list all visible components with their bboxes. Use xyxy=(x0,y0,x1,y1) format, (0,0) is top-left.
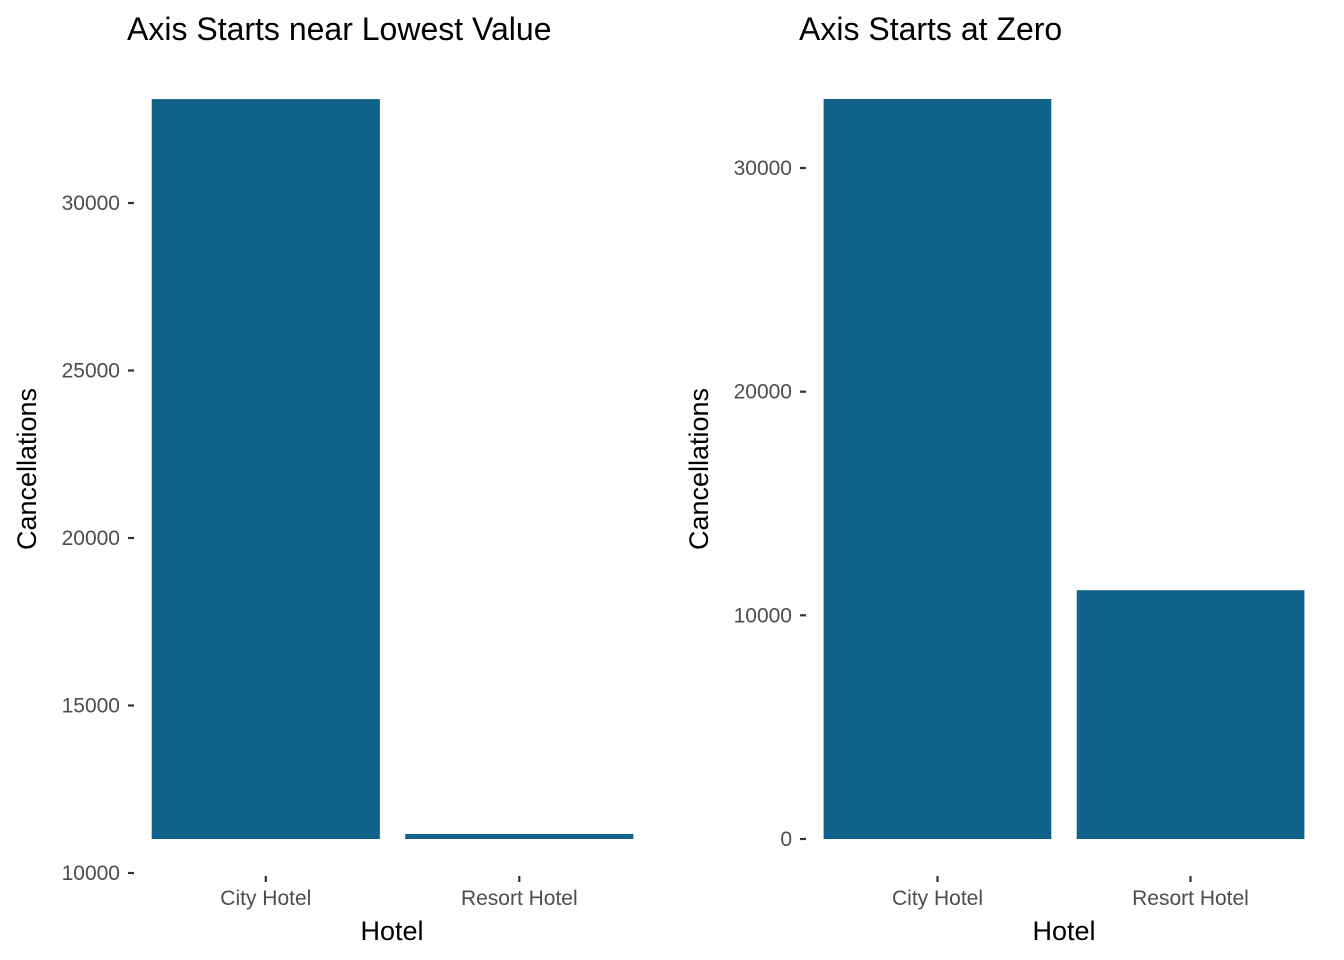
left-chart-y-tick-label: 10000 xyxy=(62,862,120,885)
left-chart-bar-city-hotel xyxy=(151,99,380,840)
left-chart-y-tick-label: 15000 xyxy=(62,695,120,718)
right-chart-bar-city-hotel xyxy=(823,99,1052,839)
left-chart-y-tick-label: 30000 xyxy=(62,192,120,215)
left-chart-y-tick-label: 25000 xyxy=(62,360,120,383)
left-chart-x-axis: City Hotel Resort Hotel xyxy=(220,876,578,910)
right-chart-x-tick-label: Resort Hotel xyxy=(1132,887,1249,910)
right-chart-bars xyxy=(823,99,1305,839)
left-chart-bar-resort-hotel xyxy=(405,834,634,839)
right-chart-y-tick-label: 20000 xyxy=(734,381,792,404)
left-chart-y-axis-title: Cancellations xyxy=(12,388,42,550)
left-chart-x-tick-label: City Hotel xyxy=(220,887,311,910)
right-chart-panel: Axis Starts at Zero Cancellations Hotel … xyxy=(684,11,1305,946)
left-chart-y-tick-label: 20000 xyxy=(62,527,120,550)
right-chart-y-axis-title: Cancellations xyxy=(684,388,714,550)
right-chart-x-tick-label: City Hotel xyxy=(892,887,983,910)
left-chart-bars xyxy=(151,99,634,840)
left-chart-x-axis-title: Hotel xyxy=(360,916,423,946)
right-chart-y-tick-label: 0 xyxy=(780,828,792,851)
right-chart-y-tick-label: 10000 xyxy=(734,604,792,627)
right-chart-title: Axis Starts at Zero xyxy=(799,11,1062,47)
left-chart-title: Axis Starts near Lowest Value xyxy=(127,11,552,47)
left-chart-panel: Axis Starts near Lowest Value Cancellati… xyxy=(12,11,634,946)
right-chart-y-tick-label: 30000 xyxy=(734,157,792,180)
right-chart-y-axis: 0 10000 20000 30000 xyxy=(734,157,806,851)
left-chart-x-tick-label: Resort Hotel xyxy=(461,887,578,910)
left-chart-y-axis: 10000 15000 20000 25000 30000 xyxy=(62,192,134,885)
right-chart-x-axis-title: Hotel xyxy=(1032,916,1095,946)
right-chart-bar-resort-hotel xyxy=(1076,590,1305,839)
right-chart-x-axis: City Hotel Resort Hotel xyxy=(892,876,1249,910)
